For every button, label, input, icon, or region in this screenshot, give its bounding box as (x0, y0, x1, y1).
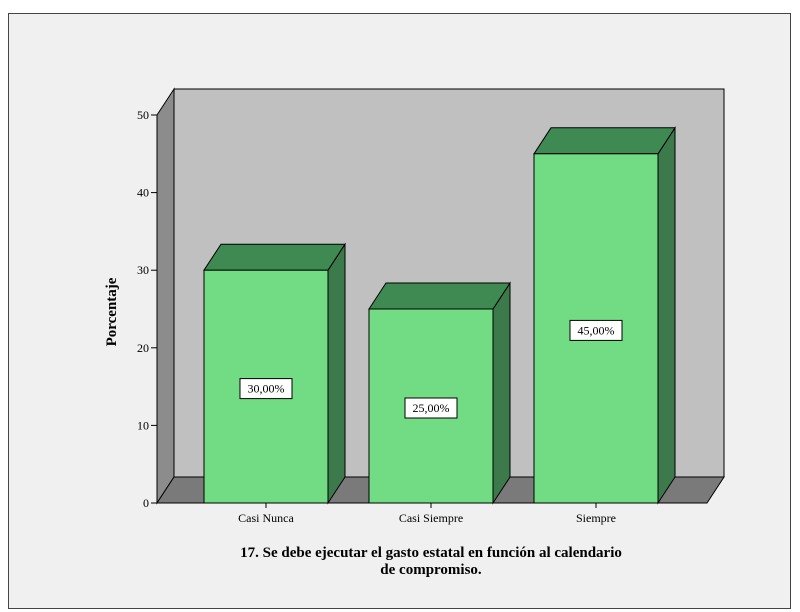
bar-group: 45,00% (533, 126, 676, 505)
y-tick-label: 0 (143, 496, 149, 510)
data-label: 25,00% (413, 401, 450, 415)
category-labels: Casi Nunca Casi Siempre Siempre (238, 503, 616, 525)
bars: 30,00% 25,00% 45,00% (203, 126, 676, 505)
bar-side (657, 126, 676, 505)
y-tick-label: 10 (137, 418, 149, 432)
data-label: 30,00% (248, 382, 285, 396)
y-ticks: 0 10 20 30 40 50 (137, 108, 157, 510)
y-tick-label: 20 (137, 341, 149, 355)
data-label-box (569, 319, 623, 341)
category-label: Siempre (576, 511, 616, 525)
y-axis-label: Porcentaje (104, 277, 120, 346)
chart-frame: 0 10 20 30 40 50 30,00% 25,00% 45,00% Casi Nunc… (8, 13, 791, 609)
data-label-box (404, 397, 458, 419)
bar-top (368, 282, 511, 310)
bar-top (533, 127, 676, 155)
bar-side (492, 281, 511, 505)
side-wall (156, 87, 175, 505)
bar-chart: 0 10 20 30 40 50 30,00% 25,00% 45,00% Casi Nunc… (104, 87, 725, 578)
data-label: 45,00% (578, 323, 615, 337)
bar-group: 30,00% (203, 242, 346, 505)
data-label-box (239, 378, 293, 400)
y-tick-label: 30 (137, 263, 149, 277)
category-label: Casi Siempre (399, 511, 463, 525)
bar-side (327, 242, 346, 505)
bar-group: 25,00% (368, 281, 511, 505)
category-label: Casi Nunca (238, 511, 294, 525)
y-tick-label: 40 (137, 186, 149, 200)
bar-top (203, 243, 346, 271)
chart-title-line-1: 17. Se debe ejecutar el gasto estatal en… (240, 545, 622, 561)
y-tick-label: 50 (137, 108, 149, 122)
chart-title-line-2: de compromiso. (380, 562, 482, 578)
